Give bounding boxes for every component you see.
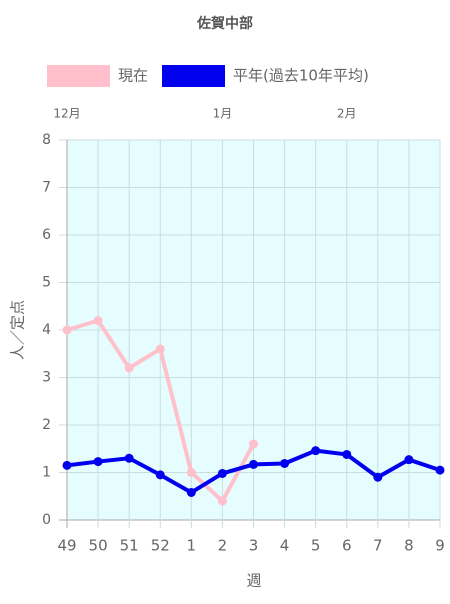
- x-tick-label: 52: [151, 537, 170, 555]
- data-point: [217, 468, 227, 478]
- data-point: [342, 449, 352, 459]
- legend-swatch: [162, 65, 226, 87]
- y-tick-label: 7: [42, 180, 51, 196]
- data-point: [311, 446, 321, 456]
- data-point: [186, 487, 196, 497]
- y-tick-label: 4: [42, 322, 51, 338]
- month-label: 12月: [53, 107, 80, 121]
- x-tick-label: 1: [187, 537, 197, 555]
- data-point: [93, 457, 103, 467]
- data-point: [186, 468, 196, 477]
- data-point: [93, 316, 103, 325]
- legend-label: 平年(過去10年平均): [233, 67, 369, 85]
- y-axis-label: 人／定点: [9, 300, 27, 360]
- data-point: [249, 439, 258, 449]
- x-tick-label: 3: [249, 537, 259, 555]
- x-tick-label: 2: [218, 537, 228, 555]
- x-tick-label: 5: [311, 537, 321, 555]
- x-tick-label: 50: [89, 537, 108, 555]
- data-point: [217, 496, 227, 506]
- data-point: [404, 455, 414, 465]
- data-point: [435, 465, 445, 475]
- y-tick-label: 5: [42, 275, 51, 291]
- data-point: [373, 472, 383, 482]
- x-tick-label: 6: [342, 537, 352, 555]
- data-point: [155, 470, 165, 480]
- data-point: [62, 325, 72, 335]
- x-tick-label: 51: [120, 537, 139, 555]
- y-tick-label: 8: [42, 132, 51, 148]
- y-tick-label: 6: [42, 227, 51, 243]
- x-tick-label: 7: [373, 537, 383, 555]
- month-label: 2月: [337, 107, 357, 121]
- y-tick-label: 1: [42, 465, 51, 481]
- data-point: [280, 458, 290, 468]
- chart-title: 佐賀中部: [196, 15, 253, 32]
- x-tick-label: 49: [57, 537, 76, 555]
- data-point: [62, 460, 72, 470]
- data-point: [124, 363, 134, 373]
- legend-label: 現在: [118, 67, 148, 85]
- x-tick-label: 8: [404, 537, 414, 555]
- y-tick-label: 3: [42, 370, 51, 386]
- x-tick-label: 9: [435, 537, 445, 555]
- y-tick-label: 2: [42, 417, 51, 433]
- x-tick-label: 4: [280, 537, 290, 555]
- y-tick-label: 0: [42, 512, 51, 528]
- data-point: [155, 344, 165, 354]
- x-axis-label: 週: [246, 572, 261, 590]
- data-point: [124, 453, 134, 463]
- month-label: 1月: [213, 107, 233, 121]
- data-point: [249, 459, 258, 469]
- legend-swatch: [47, 65, 110, 87]
